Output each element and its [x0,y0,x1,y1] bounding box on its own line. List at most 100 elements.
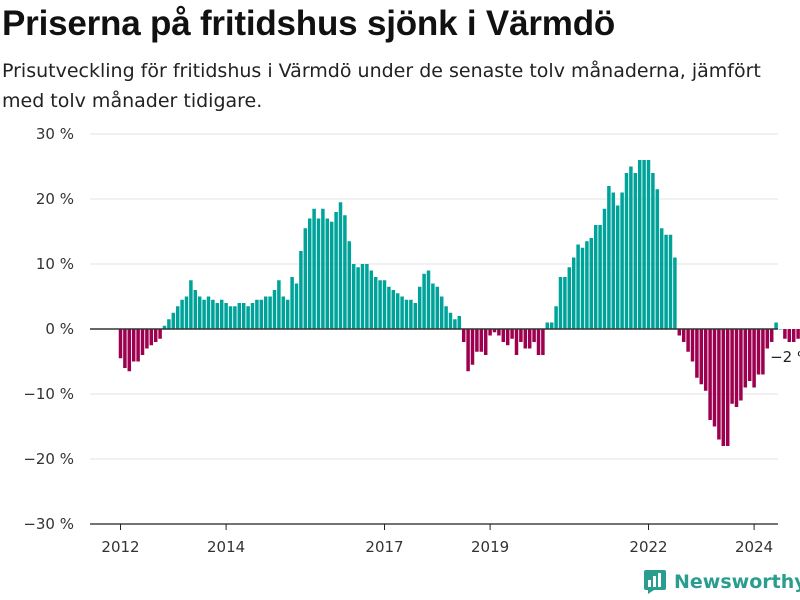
bar [404,299,409,329]
bar [303,228,308,329]
bar [211,299,215,329]
bar [514,329,519,355]
bar [620,192,624,329]
bar [391,290,396,329]
chart-subtitle: Prisutveckling för fritidshus i Värmdö u… [2,60,761,112]
bar [703,329,708,391]
bar [642,160,646,329]
bar [475,329,479,352]
bar [162,325,167,329]
bar [453,319,457,329]
bar [567,267,572,329]
bar [294,283,299,329]
bar [241,303,246,329]
bar [629,166,633,329]
chart-title: Priserna på fritidshus sjönk i Värmdö [2,4,616,43]
bar [409,299,413,329]
x-tick-label: 2014 [207,538,245,556]
bar [664,234,668,329]
bar [268,296,272,329]
bar [435,286,440,329]
bar [677,329,682,336]
bar [167,319,171,329]
bar [343,215,347,329]
bar [580,247,585,329]
bar [787,329,792,342]
bar [497,329,501,336]
newsworthy-logo-icon [644,570,666,594]
bar [637,160,642,329]
bar [338,202,343,329]
bar [483,329,488,355]
bar [523,329,528,349]
bar [624,173,629,329]
bar [197,296,202,329]
bar [228,306,233,329]
x-tick-label: 2019 [471,538,509,556]
bar [175,306,180,329]
bar [659,228,664,329]
bar [545,322,550,329]
bar [554,306,558,329]
bar [602,208,607,329]
bar [347,241,352,329]
bar [189,280,193,329]
y-tick-label: 30 % [36,125,74,143]
bar [219,299,224,329]
newsworthy-brand[interactable]: Newsworthy [644,570,800,594]
bar [756,329,761,375]
bar [426,270,431,329]
y-tick-label: −10 % [23,385,74,403]
bar [321,208,325,329]
bar [615,205,620,329]
bar [149,329,154,346]
bar [501,329,506,342]
bar [461,329,466,342]
bar [783,329,787,339]
bar [699,329,704,385]
bar [712,329,717,427]
bar [761,329,765,375]
bar [563,277,567,329]
bar [510,329,514,339]
bar [479,329,484,352]
bar [686,329,690,352]
bar [395,293,400,329]
bar [593,225,598,329]
bar [285,299,290,329]
bar [369,270,374,329]
bar-chart: 30 % 20 % 10 % 0 % −10 % −20 % −30 % 2012 2014 20… [23,125,800,556]
bar [492,329,497,333]
bars [118,160,800,446]
bar [681,329,686,342]
bar [123,329,127,368]
bar [316,218,321,329]
bar [250,303,255,329]
bar [290,277,294,329]
bar [334,212,338,329]
bar [743,329,748,388]
bar [215,303,220,329]
bar [717,329,721,440]
bar [774,322,778,329]
tick-labels: 30 % 20 % 10 % 0 % −10 % −20 % −30 % 2012 2014 20… [23,125,800,556]
bar [598,225,602,329]
bar [378,280,382,329]
bar [791,329,796,342]
bar [259,299,264,329]
x-tick-label: 2017 [365,538,403,556]
bar [466,329,470,372]
bar [206,296,211,329]
bar [633,173,638,329]
bar [470,329,475,365]
bar [589,238,594,329]
bar [448,312,453,329]
bar [180,299,184,329]
bar [673,257,677,329]
bar [796,329,800,339]
bar [281,296,286,329]
bar [387,286,391,329]
bar [184,296,189,329]
bar [444,306,448,329]
bar [118,329,123,359]
